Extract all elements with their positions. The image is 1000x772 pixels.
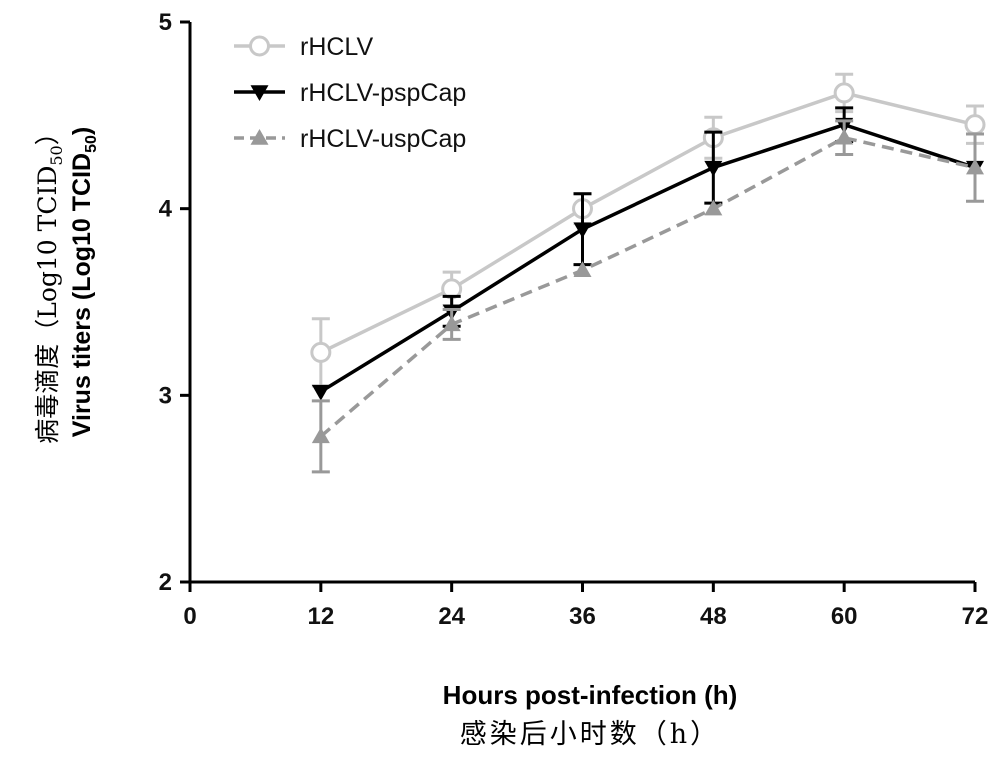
y-tick-label: 2 bbox=[159, 569, 172, 596]
legend-item: rHCLV-uspCap bbox=[234, 125, 466, 153]
x-tick-label: 12 bbox=[307, 603, 334, 630]
data-point bbox=[573, 261, 592, 278]
series-line bbox=[319, 122, 976, 394]
data-point bbox=[964, 114, 986, 136]
x-tick-label: 72 bbox=[962, 603, 989, 630]
data-point bbox=[835, 128, 854, 145]
y-tick-label: 5 bbox=[159, 9, 172, 36]
data-point bbox=[966, 158, 984, 175]
x-axis-label: Hours post-infection (h) bbox=[443, 680, 738, 710]
data-point bbox=[311, 384, 330, 401]
y-axis-label-sub: 50 bbox=[83, 135, 100, 153]
legend-marker bbox=[249, 35, 270, 57]
y-tick-label: 3 bbox=[159, 382, 172, 409]
data-point bbox=[310, 341, 332, 363]
series-layer bbox=[310, 72, 986, 474]
data-point bbox=[833, 82, 855, 104]
x-tick-label: 24 bbox=[438, 603, 465, 630]
series-rhclv bbox=[310, 72, 986, 388]
legend-item: rHCLV-pspCap bbox=[234, 79, 466, 107]
y-axis-label-main: Virus titers (Log10 TCID bbox=[68, 153, 96, 437]
x-tick-label: 0 bbox=[183, 603, 196, 630]
legend-marker bbox=[250, 129, 269, 145]
axes: 2 3 4 5 0 12 24 36 48 60 72 bbox=[159, 9, 989, 630]
y-tick-label: 4 bbox=[159, 196, 173, 223]
x-tick-label: 36 bbox=[569, 603, 596, 630]
data-point bbox=[311, 427, 330, 444]
x-axis-label-cn: 感染后小时数（h） bbox=[460, 719, 720, 750]
series-line bbox=[319, 135, 976, 438]
legend-label: rHCLV bbox=[300, 33, 373, 61]
data-point bbox=[442, 315, 461, 332]
series-line bbox=[320, 91, 976, 354]
legend: rHCLV rHCLV-pspCap rHCLV-uspCap bbox=[234, 33, 466, 153]
x-tick-label: 60 bbox=[831, 603, 858, 630]
legend-marker bbox=[250, 85, 269, 101]
y-axis-label-end: ) bbox=[68, 127, 96, 135]
x-tick-label: 48 bbox=[700, 603, 727, 630]
y-axis-label-cn-end: ） bbox=[33, 120, 62, 145]
legend-label: rHCLV-pspCap bbox=[300, 79, 466, 107]
y-axis-label-cn: 病毒滴度（Log10 TCID50） bbox=[33, 120, 66, 444]
data-point bbox=[704, 199, 723, 216]
y-axis-label-cn-main: 病毒滴度（Log10 TCID bbox=[33, 166, 62, 444]
y-axis-label-cn-sub: 50 bbox=[47, 145, 66, 165]
data-point bbox=[573, 222, 592, 239]
data-point bbox=[704, 160, 723, 177]
y-axis-label: Virus titers (Log10 TCID50) bbox=[68, 127, 100, 437]
legend-item: rHCLV bbox=[234, 33, 373, 61]
series-rhclv-uspcap bbox=[311, 119, 984, 474]
legend-label: rHCLV-uspCap bbox=[300, 125, 466, 153]
